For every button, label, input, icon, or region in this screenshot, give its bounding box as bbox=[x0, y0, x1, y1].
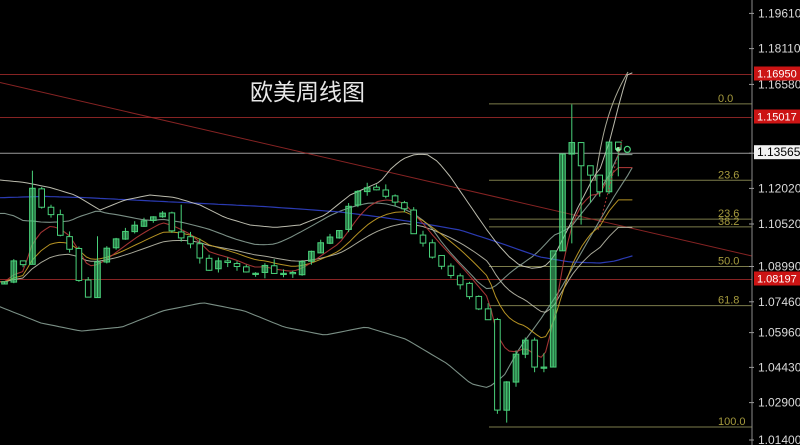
svg-text:1.08990: 1.08990 bbox=[758, 260, 800, 274]
svg-text:1.15017: 1.15017 bbox=[757, 112, 797, 124]
svg-text:61.8: 61.8 bbox=[718, 295, 739, 307]
svg-text:1.16950: 1.16950 bbox=[757, 69, 797, 81]
svg-text:1.10520: 1.10520 bbox=[758, 217, 800, 231]
svg-text:1.08197: 1.08197 bbox=[757, 274, 797, 286]
svg-text:38.2: 38.2 bbox=[718, 216, 739, 228]
svg-text:0.0: 0.0 bbox=[718, 93, 733, 105]
svg-text:1.12020: 1.12020 bbox=[758, 181, 800, 195]
svg-text:1.02900: 1.02900 bbox=[758, 396, 800, 410]
svg-text:1.04430: 1.04430 bbox=[758, 360, 800, 374]
svg-text:50.0: 50.0 bbox=[718, 256, 739, 268]
svg-text:1.13565: 1.13565 bbox=[757, 145, 800, 159]
svg-text:欧美周线图: 欧美周线图 bbox=[250, 79, 365, 105]
svg-text:23.6: 23.6 bbox=[718, 169, 739, 181]
svg-text:1.01400: 1.01400 bbox=[758, 433, 800, 445]
svg-text:1.05960: 1.05960 bbox=[758, 326, 800, 340]
svg-text:1.18110: 1.18110 bbox=[758, 42, 800, 56]
svg-text:100.0: 100.0 bbox=[718, 416, 746, 428]
svg-text:1.19610: 1.19610 bbox=[758, 6, 800, 20]
svg-text:1.07460: 1.07460 bbox=[758, 295, 800, 309]
